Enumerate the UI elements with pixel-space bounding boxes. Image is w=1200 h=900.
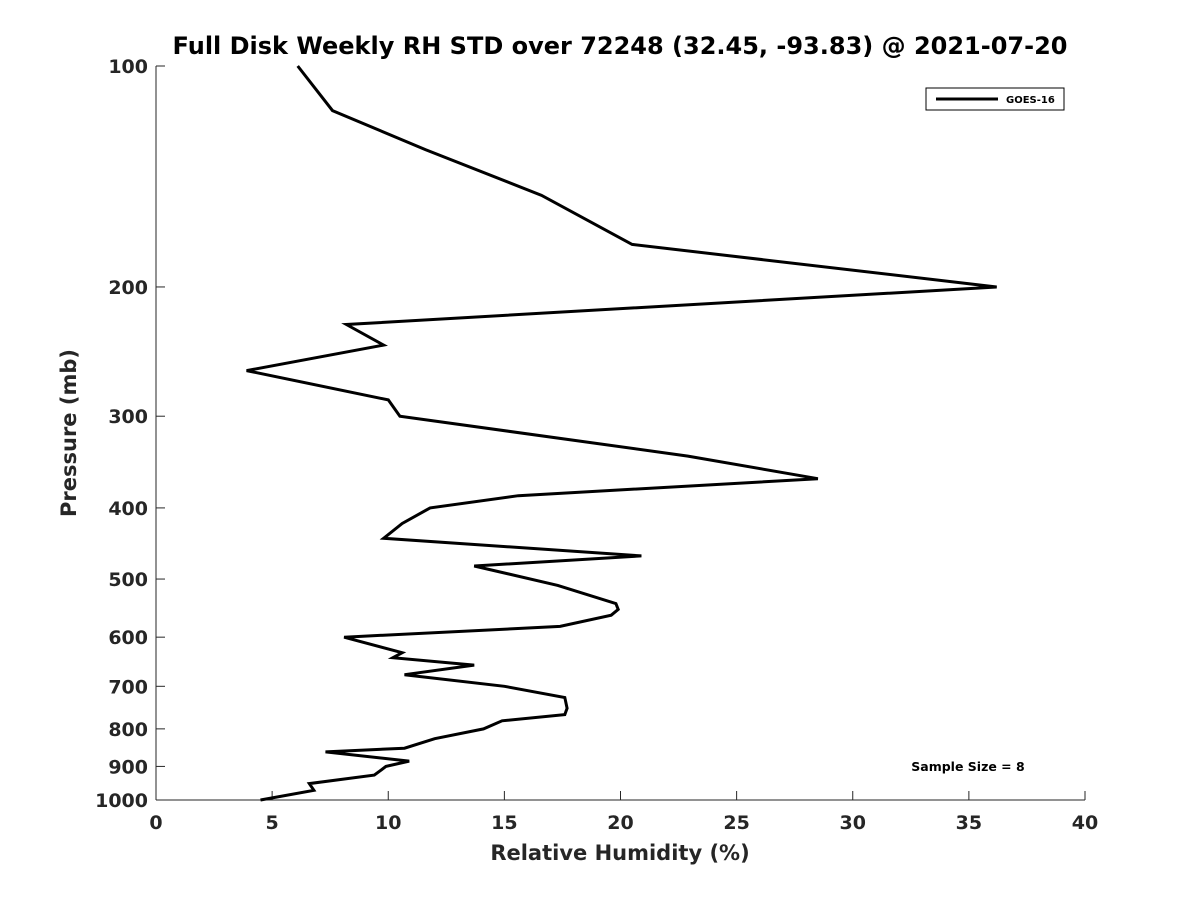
- x-tick-label: 0: [149, 812, 162, 834]
- axes: [155, 66, 1085, 801]
- y-tick-label: 700: [108, 676, 148, 698]
- x-tick-label: 30: [840, 812, 866, 834]
- x-tick-label: 25: [723, 812, 749, 834]
- y-tick-label: 1000: [95, 790, 148, 812]
- y-tick-label: 500: [108, 569, 148, 591]
- x-axis-label: Relative Humidity (%): [490, 841, 749, 865]
- x-tick-label: 20: [607, 812, 633, 834]
- y-tick-label: 600: [108, 627, 148, 649]
- y-tick-label: 200: [108, 277, 148, 299]
- series-layer: [246, 65, 997, 802]
- x-tick-label: 35: [956, 812, 982, 834]
- x-tick-label: 15: [491, 812, 517, 834]
- sample-size-annotation: Sample Size = 8: [911, 759, 1024, 774]
- x-tick-label: 5: [266, 812, 279, 834]
- y-tick-label: 300: [108, 406, 148, 428]
- legend-label: GOES-16: [1006, 95, 1055, 106]
- x-tick-label: 40: [1072, 812, 1098, 834]
- x-tick-label: 10: [375, 812, 401, 834]
- y-tick-label: 100: [108, 56, 148, 78]
- chart-title: Full Disk Weekly RH STD over 72248 (32.4…: [173, 32, 1068, 60]
- y-tick-label: 800: [108, 719, 148, 741]
- legend: GOES-16: [925, 87, 1065, 111]
- series-line: [246, 65, 997, 802]
- ticks: 0 5 10 15 20 25 30 35 40 100 200 300 400 500 600 700 800…: [95, 56, 1098, 834]
- y-tick-label: 400: [108, 498, 148, 520]
- y-axis-label: Pressure (mb): [57, 349, 81, 517]
- y-tick-label: 900: [108, 756, 148, 778]
